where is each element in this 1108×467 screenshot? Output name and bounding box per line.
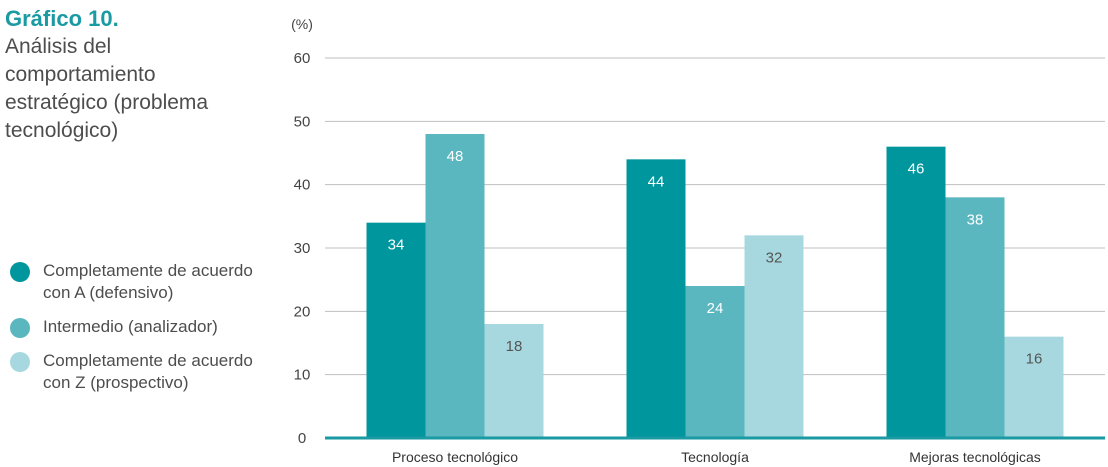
bar xyxy=(366,222,426,438)
x-category-label: Tecnología xyxy=(681,449,749,465)
legend-label: Completamente de acuerdo con Z (prospect… xyxy=(43,351,253,392)
legend-swatch-analizador xyxy=(10,318,30,338)
bar-value-label: 44 xyxy=(648,173,665,190)
y-tick-label: 30 xyxy=(294,240,311,257)
legend-label: Completamente de acuerdo con A (defensiv… xyxy=(43,261,253,302)
x-category-label: Proceso tecnológico xyxy=(392,449,518,465)
y-tick-label: 40 xyxy=(294,177,311,194)
chart-title: Análisis del comportamiento estratégico … xyxy=(5,35,209,142)
bar-value-label: 32 xyxy=(766,249,783,266)
bar-chart: (%) 0 10 20 30 40 50 60 34 48 18 Proceso tecnológic… xyxy=(291,16,1105,465)
y-axis-unit-label: (%) xyxy=(291,16,313,32)
bar xyxy=(945,197,1005,438)
bar xyxy=(1004,336,1064,438)
y-tick-label: 60 xyxy=(294,50,311,67)
bar xyxy=(425,134,485,438)
bar xyxy=(626,159,686,439)
legend-swatch-defensivo xyxy=(10,262,30,282)
bar xyxy=(685,286,745,438)
bar xyxy=(484,324,544,438)
chart-number: Gráfico 10. xyxy=(5,6,119,31)
legend-swatch-prospectivo xyxy=(10,352,30,372)
bar-value-label: 46 xyxy=(908,161,925,178)
bar-value-label: 34 xyxy=(388,237,405,254)
chart-heading: Gráfico 10. Análisis del comportamiento … xyxy=(5,4,265,145)
bar-value-label: 24 xyxy=(707,300,724,317)
y-tick-label: 10 xyxy=(294,367,311,384)
bar-value-label: 48 xyxy=(447,148,464,165)
bar-value-label: 16 xyxy=(1026,351,1043,368)
legend: Completamente de acuerdo con A (defensiv… xyxy=(10,260,280,406)
bar-value-label: 18 xyxy=(506,338,523,355)
bar-value-label: 38 xyxy=(967,211,984,228)
x-category-label: Mejoras tecnológicas xyxy=(909,449,1041,465)
bar xyxy=(886,146,946,438)
bar xyxy=(744,235,804,438)
legend-item-prospectivo: Completamente de acuerdo con Z (prospect… xyxy=(10,350,280,394)
legend-item-analizador: Intermedio (analizador) xyxy=(10,316,280,338)
y-tick-label: 0 xyxy=(298,430,306,447)
y-tick-label: 50 xyxy=(294,113,311,130)
legend-item-defensivo: Completamente de acuerdo con A (defensiv… xyxy=(10,260,280,304)
legend-label: Intermedio (analizador) xyxy=(43,317,218,336)
y-tick-label: 20 xyxy=(294,303,311,320)
